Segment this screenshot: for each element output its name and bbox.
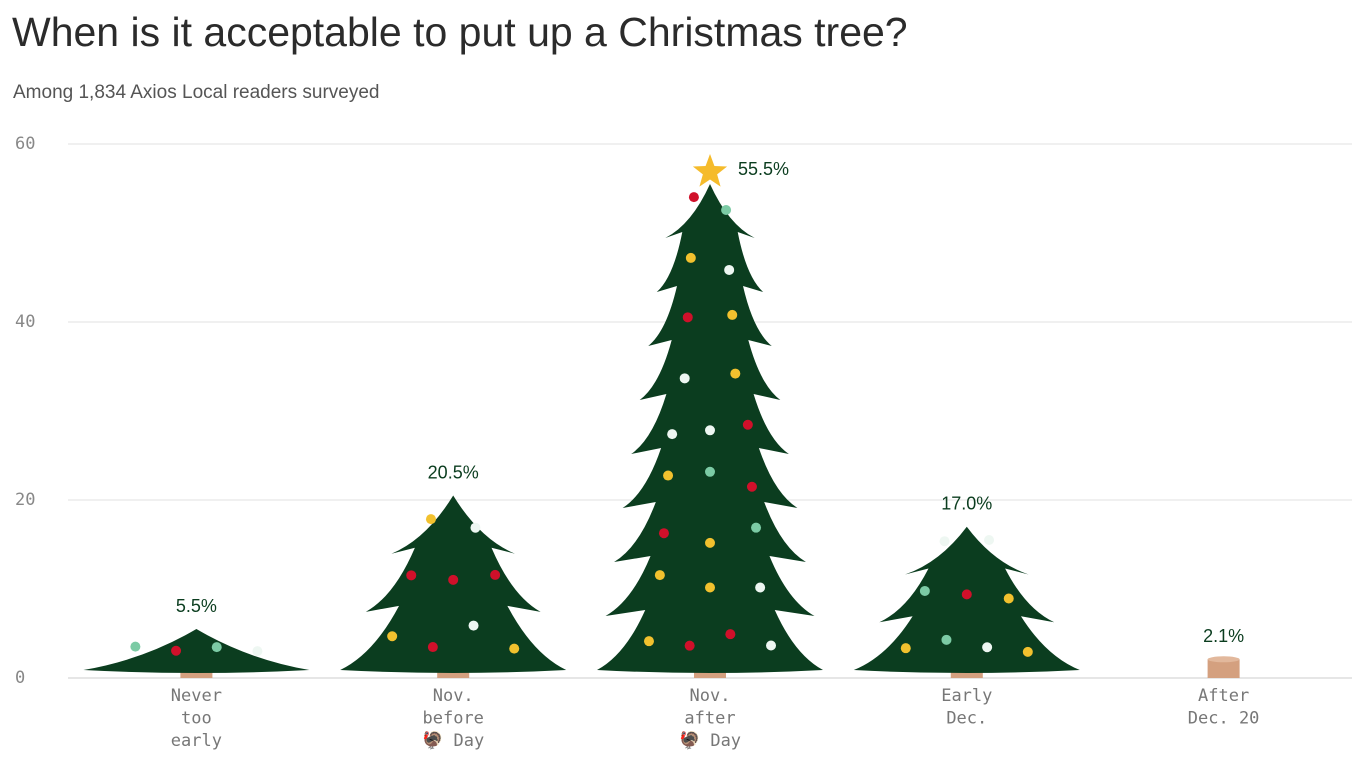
ornament: [509, 643, 520, 654]
value-label: 55.5%: [738, 159, 789, 179]
x-tick-label: Nov.: [433, 686, 474, 706]
ornament: [685, 252, 696, 263]
ornament: [746, 481, 757, 492]
ornament: [1022, 646, 1033, 657]
x-tick-label: 🦃 Day: [422, 730, 484, 751]
star: [692, 154, 728, 187]
y-tick-label: 40: [15, 312, 35, 332]
y-tick-label: 20: [15, 490, 35, 510]
ornament: [1003, 593, 1014, 604]
x-tick-label: Dec. 20: [1188, 709, 1260, 729]
ornament: [755, 582, 766, 593]
ornament: [939, 536, 950, 547]
ornament: [705, 466, 715, 477]
ornament: [663, 470, 674, 481]
trunk: [950, 668, 983, 678]
chart-subtitle: Among 1,834 Axios Local readers surveyed: [13, 82, 380, 103]
x-tick-label: Never: [171, 686, 222, 706]
x-tick-label: after: [684, 709, 735, 729]
ornament: [130, 641, 141, 652]
x-tick-label: 🦃 Day: [679, 730, 741, 751]
ornament: [252, 646, 263, 657]
ornament: [427, 642, 438, 653]
ornament: [406, 570, 417, 581]
x-tick-label: Dec.: [946, 709, 987, 729]
x-tick-label: early: [171, 731, 222, 751]
ornament: [721, 204, 732, 215]
ornament: [919, 585, 930, 596]
ornament: [679, 373, 690, 384]
x-tick-label: Nov.: [690, 686, 731, 706]
chart-title: When is it acceptable to put up a Christ…: [12, 9, 908, 55]
ornament: [658, 528, 669, 539]
ornament: [725, 629, 736, 640]
value-label: 5.5%: [176, 596, 217, 616]
ornament: [643, 636, 654, 647]
value-label: 17.0%: [941, 493, 992, 513]
stump: [1207, 659, 1240, 678]
ornament: [448, 574, 459, 585]
ornament: [425, 514, 436, 525]
x-tick-label: before: [422, 709, 483, 729]
ornament: [682, 312, 693, 323]
ornament: [751, 522, 762, 533]
ornament: [730, 368, 741, 379]
ornament: [211, 642, 222, 653]
tree: [853, 526, 1080, 673]
ornament: [387, 631, 398, 642]
ornament: [705, 582, 715, 593]
x-tick-label: too: [181, 709, 212, 729]
value-label: 20.5%: [428, 462, 479, 482]
ornament: [727, 309, 738, 320]
stump-top: [1207, 656, 1240, 663]
ornament: [900, 643, 911, 654]
ornament: [742, 419, 753, 430]
ornament: [984, 534, 995, 545]
x-tick-label: After: [1198, 686, 1249, 706]
ornament: [961, 589, 972, 600]
value-label: 2.1%: [1203, 626, 1244, 646]
ornament: [470, 522, 481, 533]
ornament: [982, 642, 993, 653]
ornament: [724, 264, 735, 275]
ornament: [705, 537, 715, 548]
ornament: [490, 569, 501, 580]
y-tick-label: 0: [15, 668, 25, 688]
x-tick-label: Early: [941, 686, 992, 706]
ornament: [654, 570, 665, 581]
ornament: [705, 425, 715, 436]
ornament: [766, 640, 777, 651]
ornament: [684, 640, 695, 651]
ornament: [941, 634, 952, 645]
ornament: [667, 429, 678, 440]
tree: [83, 629, 310, 673]
ornament: [688, 192, 699, 203]
y-tick-label: 60: [15, 134, 35, 154]
ornament: [171, 645, 182, 656]
ornament: [468, 620, 479, 631]
